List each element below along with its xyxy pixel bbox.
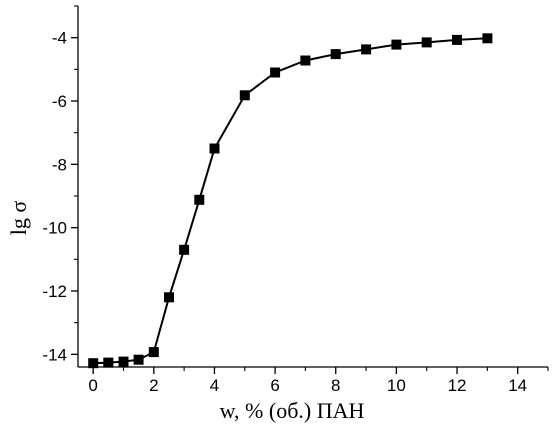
y-tick-label: -8 xyxy=(52,155,67,174)
y-tick-label: -12 xyxy=(42,282,67,301)
y-axis-title: lg σ xyxy=(6,201,31,236)
series-markers xyxy=(88,33,493,369)
x-tick-label: 0 xyxy=(88,376,97,395)
data-point xyxy=(194,194,205,205)
y-axis: -4 -6 -8 -10 -12 -14 xyxy=(42,5,78,364)
x-tick-label: 6 xyxy=(270,376,279,395)
data-point xyxy=(209,143,220,154)
data-point xyxy=(452,34,462,45)
y-tick-label: -4 xyxy=(52,29,67,48)
data-point xyxy=(179,244,190,255)
series-polyline xyxy=(93,37,488,365)
x-tick-label: 14 xyxy=(508,376,527,395)
data-point xyxy=(391,39,402,50)
data-point xyxy=(270,67,281,78)
y-tick-label: -14 xyxy=(42,345,67,364)
data-point xyxy=(118,356,129,367)
plot-frame xyxy=(77,6,548,368)
x-tick-label: 12 xyxy=(448,376,467,395)
data-point xyxy=(148,347,159,358)
series-line xyxy=(93,37,488,365)
data-point xyxy=(164,292,174,303)
data-point xyxy=(133,354,144,365)
data-point xyxy=(88,358,99,369)
data-point xyxy=(421,37,432,48)
x-axis-title: w, % (об.) ПАН xyxy=(220,398,365,423)
x-axis: 0 2 4 6 8 10 12 14 xyxy=(88,367,549,395)
y-tick-label: -6 xyxy=(52,92,67,111)
x-tick-label: 2 xyxy=(149,376,158,395)
data-point xyxy=(103,357,114,368)
data-point xyxy=(330,49,341,60)
data-point xyxy=(239,90,250,101)
data-point xyxy=(300,55,311,66)
x-tick-label: 4 xyxy=(210,376,219,395)
x-tick-label: 8 xyxy=(331,376,340,395)
y-tick-label: -10 xyxy=(42,219,67,238)
data-point xyxy=(482,33,493,44)
data-point xyxy=(361,44,372,55)
x-tick-label: 10 xyxy=(387,376,406,395)
